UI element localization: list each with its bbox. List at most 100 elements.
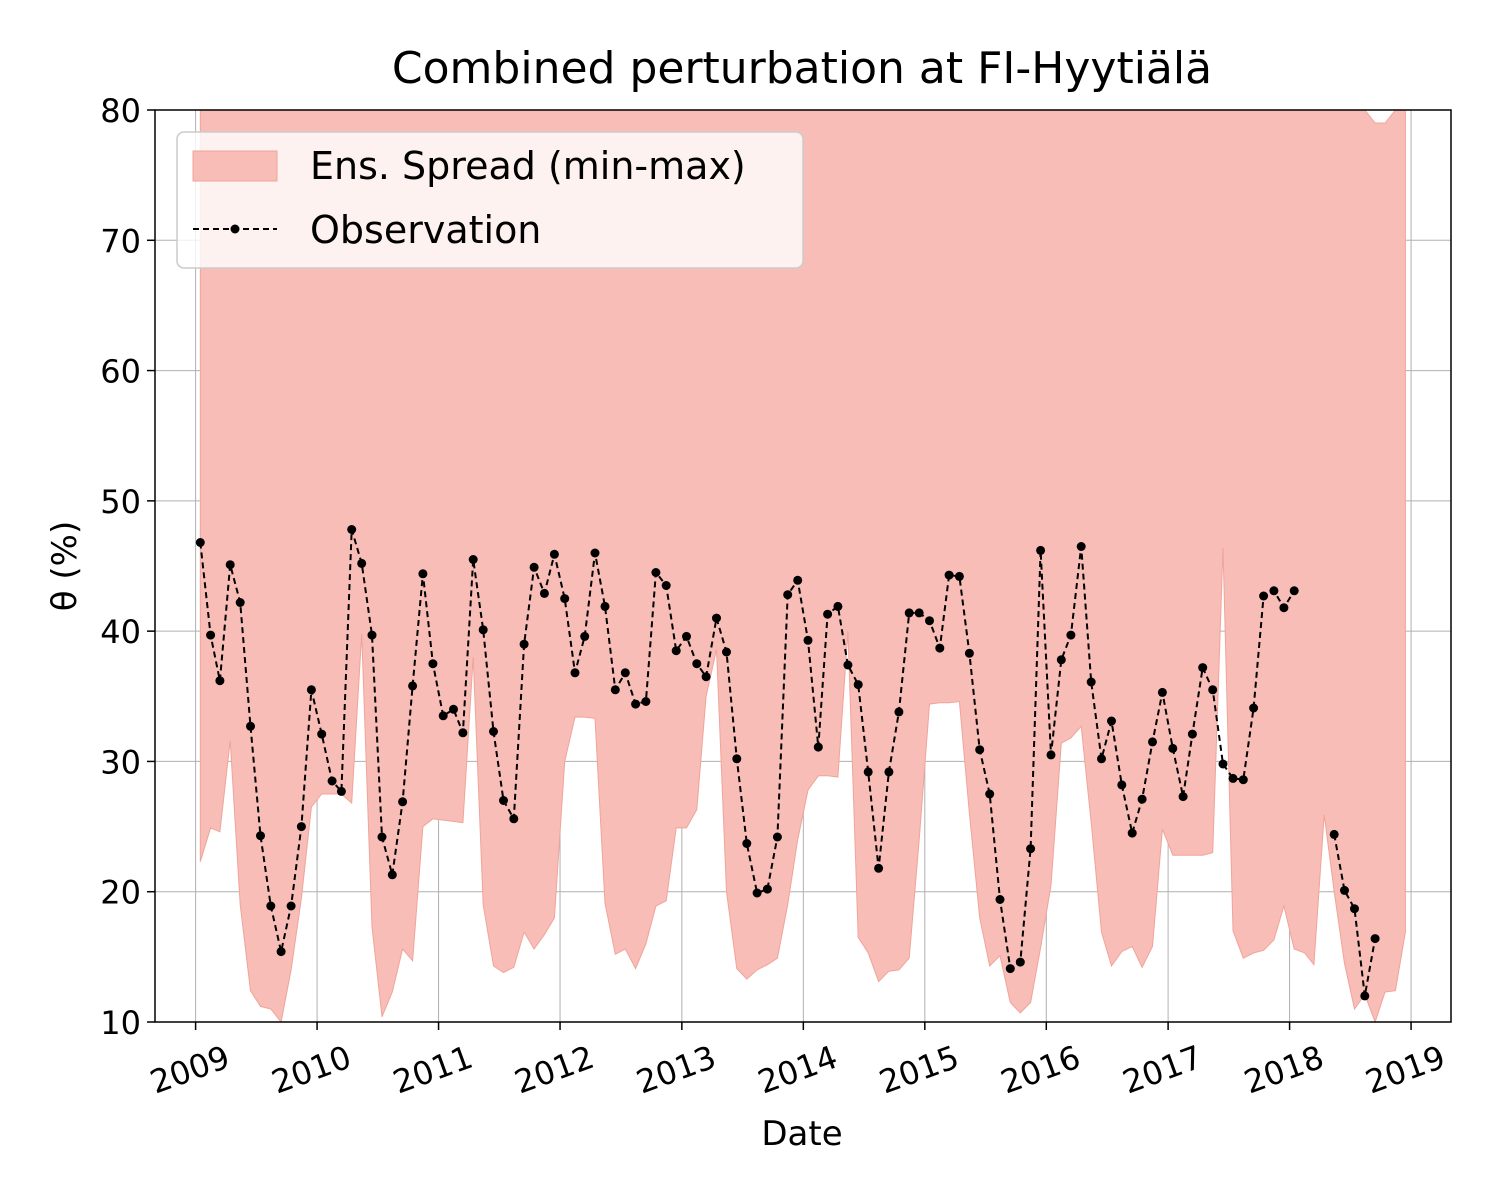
- observation-point: [529, 562, 539, 572]
- observation-point: [833, 601, 843, 611]
- observation-point: [803, 635, 813, 645]
- observation-point: [874, 863, 884, 873]
- observation-point: [712, 613, 721, 623]
- y-tick-label: 20: [100, 874, 141, 912]
- observation-point: [1238, 775, 1248, 785]
- observation-point: [468, 555, 478, 564]
- observation-point: [732, 754, 742, 764]
- x-axis-title: Date: [761, 1114, 842, 1154]
- observation-point: [1279, 603, 1289, 613]
- observation-point: [884, 767, 894, 777]
- observation-point: [347, 525, 357, 534]
- observation-point: [843, 660, 853, 670]
- observation-point: [1026, 844, 1036, 854]
- observation-point: [1046, 750, 1056, 760]
- y-tick-label: 70: [100, 222, 141, 260]
- observation-point: [449, 704, 458, 714]
- observation-point: [631, 699, 641, 709]
- observation-point: [549, 549, 559, 559]
- observation-point: [499, 796, 508, 805]
- observation-point: [317, 729, 327, 739]
- observation-point: [772, 832, 782, 842]
- observation-line: [1333, 834, 1377, 997]
- observation-point: [489, 727, 498, 736]
- observation-point: [408, 681, 418, 691]
- observation-point: [1259, 591, 1269, 601]
- observation-point: [1157, 687, 1167, 697]
- observation-point: [418, 569, 428, 579]
- observation-point: [995, 895, 1005, 904]
- legend: Ens. Spread (min-max) Observation: [176, 131, 804, 269]
- observation-point: [1066, 630, 1076, 640]
- observation-point: [509, 814, 519, 824]
- observation-point: [327, 776, 337, 786]
- observation-point: [701, 672, 711, 682]
- observation-point: [742, 839, 752, 848]
- observation-point: [1228, 773, 1238, 783]
- legend-observation-marker: [230, 224, 240, 234]
- observation-point: [964, 648, 974, 658]
- observation-point: [246, 721, 255, 731]
- observation-point: [215, 676, 225, 686]
- observation-point: [306, 685, 316, 695]
- observation-point: [1329, 829, 1339, 839]
- observation-point: [580, 631, 590, 641]
- observation-point: [1137, 794, 1147, 804]
- observation-point: [1117, 780, 1127, 790]
- observation-point: [610, 685, 620, 695]
- observation-point: [1340, 885, 1349, 895]
- observation-point: [1005, 964, 1015, 974]
- observation-point: [1198, 663, 1208, 673]
- observation-point: [1107, 716, 1116, 726]
- observation-point: [478, 625, 488, 635]
- observation-point: [985, 789, 995, 799]
- observation-point: [600, 601, 610, 611]
- observation-point: [1036, 545, 1046, 555]
- y-tick-label: 50: [100, 483, 141, 521]
- y-tick-label: 30: [100, 743, 141, 781]
- observation-point: [357, 558, 367, 568]
- observation-point: [519, 639, 529, 649]
- observation-point: [682, 631, 691, 641]
- observation-point: [722, 647, 731, 657]
- observation-point: [1086, 677, 1096, 687]
- observation-point: [935, 643, 945, 653]
- observation-point: [225, 560, 235, 570]
- observation-point: [1168, 743, 1178, 753]
- observation-point: [1370, 934, 1380, 944]
- observation-point: [894, 707, 904, 717]
- observation-point: [1218, 759, 1228, 769]
- observation-point: [1127, 828, 1137, 838]
- observation-point: [1178, 792, 1188, 802]
- observation-point: [925, 616, 934, 626]
- observation-point: [762, 884, 772, 894]
- observation-point: [235, 598, 245, 607]
- observation-point: [398, 797, 408, 807]
- observation-point: [793, 575, 803, 585]
- y-tick-label: 10: [100, 1004, 141, 1042]
- observation-point: [954, 571, 964, 581]
- observation-point: [1056, 655, 1066, 665]
- observation-point: [458, 728, 468, 738]
- observation-point: [651, 568, 661, 577]
- observation-point: [944, 570, 954, 580]
- observation-point: [367, 630, 377, 640]
- observation-point: [1360, 991, 1370, 1001]
- legend-box: [176, 131, 804, 269]
- observation-layer: [195, 525, 1380, 1001]
- legend-observation-label: Observation: [310, 208, 541, 252]
- observation-point: [560, 594, 570, 604]
- observation-point: [276, 947, 286, 957]
- legend-spread-label: Ens. Spread (min-max): [310, 144, 746, 188]
- observation-point: [904, 608, 914, 618]
- observation-point: [377, 832, 387, 842]
- observation-point: [1350, 904, 1359, 914]
- y-tick-label: 80: [100, 92, 141, 130]
- y-tick-label: 40: [100, 613, 141, 651]
- y-axis-ticks: 10 20 30 40 50 60 70 80: [100, 92, 155, 1042]
- observation-point: [336, 786, 346, 796]
- observation-point: [1289, 586, 1299, 596]
- observation-point: [206, 630, 216, 640]
- observation-point: [296, 822, 306, 832]
